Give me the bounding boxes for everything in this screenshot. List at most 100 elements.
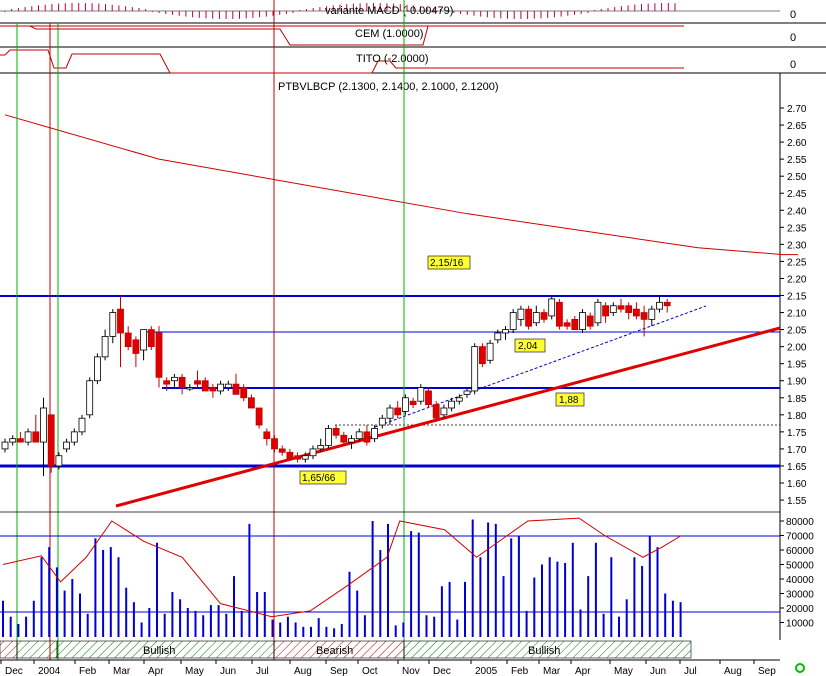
candle [525,305,532,330]
candle [86,377,94,419]
candle [463,387,471,398]
volume-tick-label: 70000 [786,532,814,543]
candle [494,329,502,344]
tito-value: 0 [790,59,796,71]
candle [486,339,494,364]
candle [109,309,117,344]
month-label: Dec [433,666,451,676]
candle [656,295,663,313]
candle [32,414,40,443]
candle [140,329,148,361]
volume-tick-label: 60000 [786,546,814,557]
candle [70,428,78,446]
volume-axis: 80000 70000 60000 50000 40000 30000 20000 10000 [780,517,814,630]
candle [440,404,448,419]
bearish-label: Bearish [316,645,353,657]
candle [232,373,240,395]
candlesticks [1,295,671,477]
candle [94,353,101,385]
svg-text:2,04: 2,04 [518,341,538,352]
candle [332,425,340,439]
price-tick-label: 1.80 [787,411,807,422]
moving-average-line [4,114,799,256]
candle [471,343,479,395]
trend-band: Bullish Bearish Bullish [0,640,692,659]
price-tick-label: 1.95 [787,360,807,371]
month-label: Jul [256,666,269,676]
volume-tick-label: 10000 [786,619,814,630]
annotation-215: 2,15/16 [427,255,471,270]
candle [271,435,278,453]
month-label: Sep [330,666,348,676]
month-label: Dec [5,666,23,676]
macd-value: 0 [790,9,796,21]
svg-text:1,88: 1,88 [559,395,579,406]
price-tick-label: 2.20 [787,274,807,285]
candle [201,377,209,392]
candle [625,302,633,320]
candle [1,438,9,453]
month-label: 2004 [38,666,61,676]
volume-tick-label: 80000 [786,517,814,528]
svg-text:2,15/16: 2,15/16 [430,258,464,269]
price-tick-label: 2.00 [787,343,807,354]
price-tick-label: 2.35 [787,223,807,234]
price-tick-label: 1.55 [787,496,807,507]
candle [648,305,656,327]
price-tick-label: 2.15 [787,292,807,303]
candle [9,435,17,446]
candle [278,445,286,456]
month-label: Feb [511,666,529,676]
price-tick-label: 2.45 [787,189,807,200]
macd-label: variante MACD (-0.00479) [325,5,453,17]
price-axis: 2.70 2.65 2.60 2.55 2.50 2.45 2.40 2.35 2.30 2.25… [780,104,807,507]
candle [55,452,63,470]
month-label: Jun [220,666,236,676]
candle [509,309,517,333]
volume-tick-label: 20000 [786,604,814,615]
month-label: May [185,666,204,676]
candle [132,336,140,368]
price-tick-label: 1.75 [787,428,807,439]
candle [478,343,486,368]
price-tick-label: 1.65 [787,462,807,473]
candle [317,438,325,453]
candle [386,404,394,426]
price-tick-label: 2.40 [787,206,807,217]
candle [186,384,194,391]
candle [579,309,586,333]
candle [78,414,86,436]
annotation-204: 2,04 [514,338,546,353]
candle [209,384,217,398]
candle [633,302,640,320]
candle [448,397,456,412]
candle [502,326,509,340]
macd-histogram [4,3,676,19]
candle [24,428,32,446]
candle [286,448,294,460]
status-icon [795,663,805,673]
candle [101,329,109,361]
time-axis: Dec 2004 Feb Mar Apr May Jun Jul Aug Sep Oct Nov Dec… [0,660,776,676]
candle [16,431,24,443]
price-tick-label: 1.90 [787,377,807,388]
support-resistance-lines [0,295,780,468]
candle [617,298,625,313]
candle [194,370,201,388]
candle [640,305,648,337]
month-label: 2005 [475,666,498,676]
bullish-label-2: Bullish [528,645,560,657]
candle [609,302,617,316]
candle [517,305,525,327]
candle [178,373,186,395]
candle [147,326,155,351]
price-tick-label: 2.55 [787,155,807,166]
candle [324,425,332,449]
candle [602,302,609,323]
month-label: May [614,666,633,676]
month-label: Apr [148,666,164,676]
candle [455,394,463,405]
candle [301,452,309,463]
month-label: Feb [79,666,97,676]
